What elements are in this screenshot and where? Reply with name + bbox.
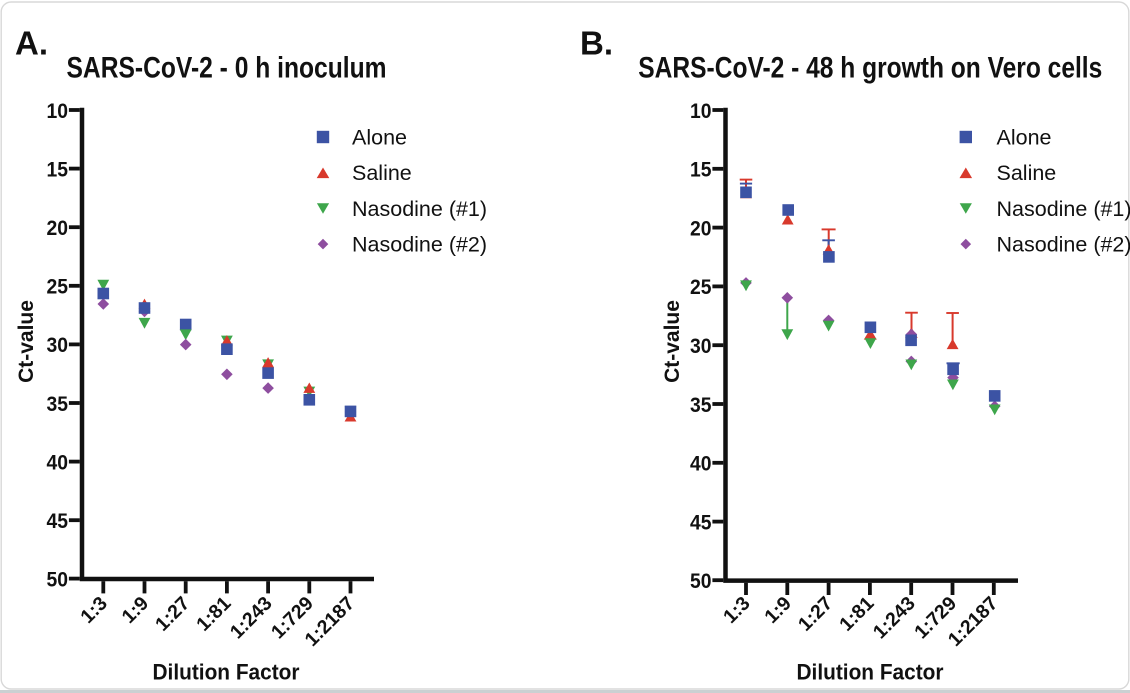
svg-text:Alone: Alone	[997, 125, 1052, 149]
svg-text:50: 50	[47, 567, 69, 591]
svg-text:A.: A.	[15, 25, 48, 62]
svg-text:40: 40	[47, 450, 69, 474]
svg-text:30: 30	[47, 333, 69, 357]
svg-text:Ct-value: Ct-value	[15, 300, 38, 383]
svg-text:35: 35	[47, 392, 69, 416]
svg-text:Saline: Saline	[997, 161, 1057, 185]
svg-text:Ct-value: Ct-value	[661, 300, 684, 383]
svg-text:50: 50	[690, 569, 712, 593]
svg-text:20: 20	[47, 216, 69, 240]
svg-text:45: 45	[690, 510, 712, 534]
svg-text:Nasodine (#1): Nasodine (#1)	[352, 197, 487, 221]
svg-text:SARS-CoV-2 - 0 h inoculum: SARS-CoV-2 - 0 h inoculum	[67, 52, 387, 85]
svg-text:Nasodine (#2): Nasodine (#2)	[997, 233, 1130, 257]
svg-text:SARS-CoV-2 - 48 h growth on Ve: SARS-CoV-2 - 48 h growth on Vero cells	[638, 52, 1102, 85]
svg-text:Saline: Saline	[352, 161, 412, 185]
svg-text:45: 45	[47, 509, 69, 533]
svg-text:25: 25	[690, 275, 712, 299]
svg-text:10: 10	[47, 99, 69, 123]
svg-text:Nasodine (#1): Nasodine (#1)	[997, 197, 1130, 221]
svg-text:40: 40	[690, 452, 712, 476]
svg-text:15: 15	[690, 158, 712, 182]
svg-text:10: 10	[690, 99, 712, 123]
svg-text:Nasodine (#2): Nasodine (#2)	[352, 233, 487, 257]
svg-text:15: 15	[47, 157, 69, 181]
svg-text:20: 20	[690, 216, 712, 240]
svg-text:Alone: Alone	[352, 125, 407, 149]
svg-text:30: 30	[690, 334, 712, 358]
svg-text:Dilution Factor: Dilution Factor	[797, 659, 944, 684]
svg-text:Dilution Factor: Dilution Factor	[153, 659, 300, 684]
svg-text:B.: B.	[580, 25, 613, 62]
svg-text:35: 35	[690, 393, 712, 417]
svg-text:25: 25	[47, 275, 69, 299]
